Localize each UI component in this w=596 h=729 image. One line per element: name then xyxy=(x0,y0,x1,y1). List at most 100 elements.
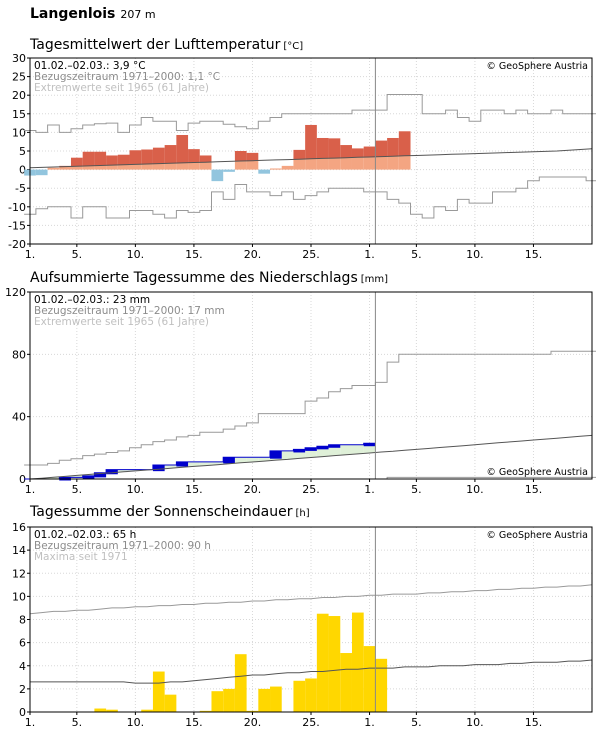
temp-ytick-label: 15 xyxy=(12,108,26,121)
precip-surplus-area xyxy=(316,446,329,457)
temp-base-bar xyxy=(293,159,306,170)
temp-warm-bar xyxy=(152,147,165,164)
temp-warm-bar xyxy=(188,149,200,163)
sun-ytick-label: 16 xyxy=(12,521,26,534)
precip-xtick-label: 10. xyxy=(466,483,484,496)
temp-base-bar xyxy=(234,161,247,170)
precip-surplus-area xyxy=(211,461,224,465)
precip-ytick-label: 80 xyxy=(12,348,26,361)
temp-ytick-label: 5 xyxy=(19,145,26,158)
temp-cold-bar xyxy=(258,169,271,174)
sunshine-bar xyxy=(351,612,364,712)
precip-daily-bar xyxy=(82,475,95,479)
precip-daily-bar xyxy=(223,457,235,464)
temp-base-bar xyxy=(351,157,364,170)
temp-base-bar xyxy=(141,164,153,170)
sun-legend-line-1: 01.02.–02.03.: 65 h xyxy=(34,529,136,541)
temp-warm-bar xyxy=(164,145,177,164)
sunshine-bar xyxy=(223,688,235,712)
temp-xtick-label: 1. xyxy=(364,248,375,261)
temperature-unit: [°C] xyxy=(283,41,304,52)
temp-warm-bar xyxy=(199,155,212,163)
sun-xtick-label: 10. xyxy=(466,716,484,729)
temp-ytick-label: 10 xyxy=(12,126,26,139)
temp-base-bar xyxy=(70,166,83,170)
temp-base-bar xyxy=(305,158,317,170)
sunshine-bar xyxy=(270,686,282,712)
temp-warm-bar xyxy=(398,131,411,156)
temp-base-bar xyxy=(164,163,177,170)
precip-xtick-label: 15. xyxy=(525,483,543,496)
precip-max-extreme-line xyxy=(24,350,596,466)
temp-warm-bar xyxy=(316,137,329,159)
sun-legend-line-3: Maxima seit 1971 xyxy=(34,551,128,563)
precip-daily-bar xyxy=(305,447,317,451)
precip-surplus-area xyxy=(281,450,294,460)
temp-ytick-label: 30 xyxy=(12,52,26,65)
temp-base-bar xyxy=(363,156,376,170)
sunshine-bar xyxy=(258,688,271,712)
precip-surplus-area xyxy=(199,461,212,466)
sunshine-bar xyxy=(316,613,329,712)
temp-base-bar xyxy=(398,155,411,170)
temp-warm-bar xyxy=(94,151,107,166)
sunshine-bar xyxy=(375,658,388,712)
temp-warm-bar xyxy=(305,124,317,159)
sunshine-bar xyxy=(141,709,153,712)
temp-warm-bar xyxy=(141,149,153,165)
sun-xtick-label: 25. xyxy=(302,716,320,729)
temp-warm-bar xyxy=(340,145,352,158)
precip-xtick-label: 5. xyxy=(411,483,422,496)
precip-surplus-area xyxy=(340,444,352,455)
precip-xtick-label: 1. xyxy=(364,483,375,496)
temp-base-bar xyxy=(47,167,60,170)
temp-warm-bar xyxy=(176,135,189,163)
temp-max-extreme-line xyxy=(24,94,596,133)
precip-plot-frame xyxy=(29,291,593,480)
temp-base-bar xyxy=(316,158,329,170)
precip-daily-bar xyxy=(94,472,107,478)
precip-surplus-area xyxy=(188,461,200,467)
sunshine-bar xyxy=(328,616,341,712)
temp-base-bar xyxy=(328,158,341,170)
precip-xtick-label: 20. xyxy=(244,483,262,496)
temp-climate-line xyxy=(29,148,593,169)
sun-xtick-label: 5. xyxy=(411,716,422,729)
precip-ytick-label: 120 xyxy=(5,286,26,299)
precip-surplus-area xyxy=(234,457,247,463)
temp-base-bar xyxy=(188,162,200,170)
precip-daily-bar xyxy=(363,443,376,447)
sun-xtick-label: 20. xyxy=(244,716,262,729)
temp-warm-bar xyxy=(293,149,306,160)
precip-surplus-area xyxy=(293,449,306,459)
temperature-panel-title: Tagesmittelwert der Lufttemperatur [°C] xyxy=(30,37,304,53)
temp-ytick-label: 0 xyxy=(19,164,26,177)
precip-daily-bar xyxy=(316,446,329,450)
precip-daily-bar xyxy=(176,461,189,467)
station-header: Langenlois 207 m xyxy=(30,6,156,22)
precip-ytick-label: 0 xyxy=(19,473,26,486)
precip-surplus-area xyxy=(70,475,83,478)
sunshine-bar xyxy=(211,691,224,712)
temp-min-extreme-line xyxy=(24,176,596,219)
temp-base-bar xyxy=(387,156,399,170)
sunshine-bar xyxy=(246,710,259,712)
temp-warm-bar xyxy=(129,150,142,165)
temp-cold-bar xyxy=(35,169,48,176)
sun-xtick-label: 5. xyxy=(72,716,83,729)
precip-surplus-area xyxy=(351,444,364,454)
temp-cold-bar xyxy=(211,169,224,182)
precip-surplus-area xyxy=(47,477,60,479)
temp-warm-bar xyxy=(375,140,388,157)
temp-base-bar xyxy=(199,162,212,170)
sun-xtick-label: 1. xyxy=(364,716,375,729)
temp-xtick-label: 15. xyxy=(185,248,203,261)
temp-legend-line-3: Extremwerte seit 1965 (61 Jahre) xyxy=(34,82,209,94)
temp-ytick-label: -10 xyxy=(8,201,26,214)
precip-observed-line xyxy=(24,442,376,480)
sun-ytick-label: 14 xyxy=(12,544,26,557)
temp-warm-bar xyxy=(234,151,247,162)
temp-warm-bar xyxy=(387,137,399,157)
sun-ytick-label: 4 xyxy=(19,660,26,673)
sunshine-unit: [h] xyxy=(295,508,310,519)
